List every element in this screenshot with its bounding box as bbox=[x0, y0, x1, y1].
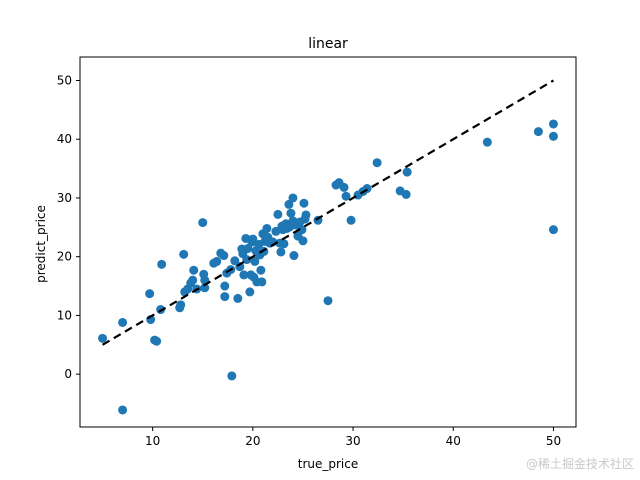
data-point bbox=[341, 191, 351, 201]
data-point bbox=[189, 265, 199, 275]
data-point bbox=[273, 209, 283, 219]
data-point bbox=[286, 208, 296, 218]
plot-frame bbox=[79, 56, 577, 428]
data-point bbox=[323, 296, 333, 306]
x-axis-title: true_price bbox=[298, 457, 359, 471]
y-tick-label: 30 bbox=[57, 191, 72, 205]
data-point bbox=[289, 251, 299, 261]
data-point bbox=[256, 265, 266, 275]
data-point bbox=[250, 256, 260, 266]
data-point bbox=[548, 119, 558, 129]
x-tick-label: 30 bbox=[345, 434, 360, 448]
data-points bbox=[98, 119, 558, 415]
data-point bbox=[179, 249, 189, 259]
data-point bbox=[548, 225, 558, 235]
data-point bbox=[176, 300, 186, 310]
data-point bbox=[533, 127, 543, 137]
data-point bbox=[401, 189, 411, 199]
data-point bbox=[227, 371, 237, 381]
y-tick-label: 50 bbox=[57, 73, 72, 87]
data-point bbox=[145, 289, 155, 299]
data-point bbox=[402, 167, 412, 177]
data-point bbox=[346, 215, 356, 225]
watermark: @稀土掘金技术社区 bbox=[525, 457, 634, 471]
x-tick-label: 20 bbox=[245, 434, 260, 448]
data-point bbox=[245, 287, 255, 297]
x-tick-label: 40 bbox=[446, 434, 461, 448]
data-point bbox=[212, 256, 222, 266]
data-point bbox=[98, 333, 108, 343]
data-point bbox=[482, 137, 492, 147]
y-tick-label: 40 bbox=[57, 132, 72, 146]
data-point bbox=[219, 251, 229, 261]
data-point bbox=[276, 247, 286, 257]
data-point bbox=[118, 317, 128, 327]
data-point bbox=[372, 158, 382, 168]
data-point bbox=[284, 199, 294, 209]
data-point bbox=[288, 193, 298, 203]
data-point bbox=[230, 256, 240, 266]
data-point bbox=[242, 255, 252, 265]
data-point bbox=[152, 336, 162, 346]
data-point bbox=[271, 226, 281, 236]
data-point bbox=[301, 210, 311, 220]
data-point bbox=[279, 239, 289, 249]
data-point bbox=[257, 277, 267, 287]
data-point bbox=[198, 218, 208, 228]
data-point bbox=[248, 234, 258, 244]
data-point bbox=[200, 283, 210, 293]
data-point bbox=[339, 182, 349, 192]
data-point bbox=[233, 293, 243, 303]
data-point bbox=[548, 131, 558, 141]
chart-title: linear bbox=[308, 36, 348, 52]
x-tick-label: 50 bbox=[546, 434, 561, 448]
data-point bbox=[297, 225, 307, 235]
data-point bbox=[157, 259, 167, 269]
x-tick-label: 10 bbox=[145, 434, 160, 448]
y-axis-title: predict_price bbox=[34, 205, 48, 283]
y-tick-label: 10 bbox=[57, 308, 72, 322]
axis-ticks: 10 20 30 40 50 0 10 20 30 40 50 bbox=[57, 73, 561, 448]
data-point bbox=[188, 275, 198, 285]
data-point bbox=[299, 198, 309, 208]
data-point bbox=[239, 270, 249, 280]
identity-reference-line bbox=[101, 79, 555, 346]
data-point bbox=[298, 236, 308, 246]
data-point bbox=[243, 243, 253, 253]
data-point bbox=[220, 281, 230, 291]
y-tick-label: 0 bbox=[64, 367, 72, 381]
y-tick-label: 20 bbox=[57, 250, 72, 264]
data-point bbox=[262, 223, 272, 233]
data-point bbox=[118, 405, 128, 415]
data-point bbox=[220, 292, 230, 302]
